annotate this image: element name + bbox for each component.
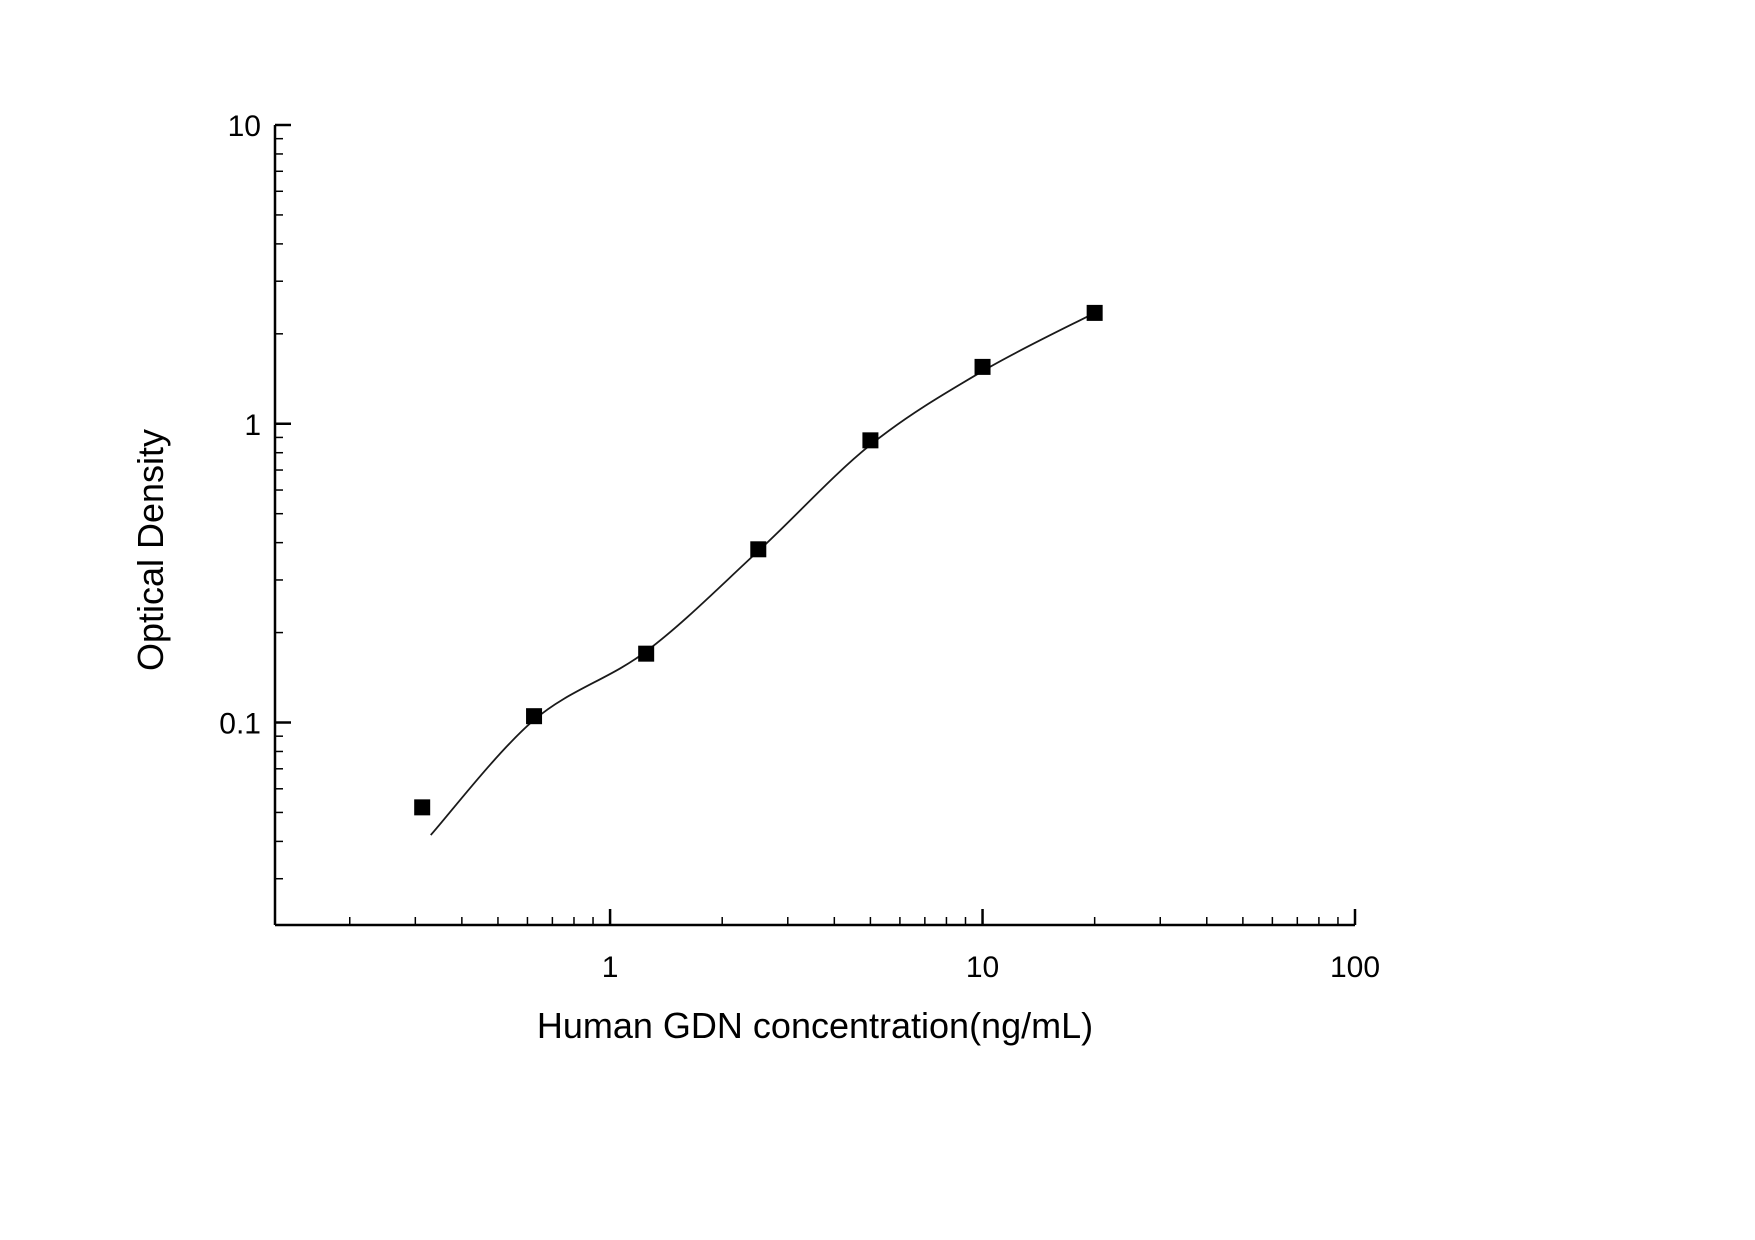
y-tick-label: 0.1 bbox=[219, 708, 261, 741]
plot-layer: 1 10 100 0.1 1 10 bbox=[219, 110, 1380, 984]
data-point-marker bbox=[974, 358, 991, 375]
x-tick-label: 10 bbox=[966, 951, 999, 984]
data-point-marker bbox=[638, 645, 655, 662]
y-axis-title: Optical Density bbox=[130, 429, 171, 671]
data-point-marker bbox=[862, 432, 879, 449]
x-tick-label: 1 bbox=[602, 951, 619, 984]
fit-curve bbox=[430, 312, 1096, 836]
data-point-marker bbox=[414, 799, 431, 816]
data-point-marker bbox=[1086, 304, 1103, 321]
y-tick-label: 1 bbox=[244, 409, 261, 442]
x-tick-label: 100 bbox=[1330, 951, 1380, 984]
data-point-marker bbox=[750, 541, 767, 558]
y-tick-label: 10 bbox=[228, 110, 261, 143]
data-point-marker bbox=[526, 708, 543, 725]
x-axis-title: Human GDN concentration(ng/mL) bbox=[537, 1005, 1093, 1046]
